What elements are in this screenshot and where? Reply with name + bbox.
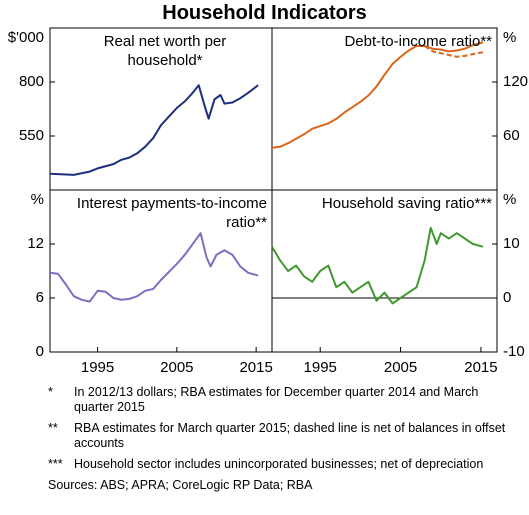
panel-title: Interest payments-to-income ratio** bbox=[76, 195, 267, 231]
note-marker: *** bbox=[48, 457, 63, 471]
note: *** Household sector includes unincorpora… bbox=[48, 457, 518, 472]
note-text: RBA estimates for March quarter 2015; da… bbox=[74, 421, 506, 450]
note: ** RBA estimates for March quarter 2015; … bbox=[48, 421, 518, 451]
sources: Sources: ABS; APRA; CoreLogic RP Data; R… bbox=[48, 478, 313, 492]
y-tick-label: 60 bbox=[503, 127, 520, 144]
series-line bbox=[271, 226, 484, 305]
y-tick-label: 12 bbox=[27, 235, 44, 252]
x-tick-label: 2005 bbox=[160, 359, 193, 372]
note-marker: * bbox=[48, 385, 53, 399]
y-tick-label: 0 bbox=[36, 343, 44, 360]
y-unit: % bbox=[503, 29, 516, 46]
y-tick-label: 6 bbox=[36, 289, 44, 306]
y-tick-label: -10 bbox=[503, 343, 525, 360]
x-tick-label: 2015 bbox=[464, 359, 497, 372]
panel-frame bbox=[271, 189, 498, 353]
note: * In 2012/13 dollars; RBA estimates for D… bbox=[48, 385, 518, 415]
note-text: In 2012/13 dollars; RBA estimates for De… bbox=[74, 385, 479, 414]
y-tick-label: 550 bbox=[19, 127, 44, 144]
chart-title: Household Indicators bbox=[162, 2, 367, 24]
y-tick-label: 800 bbox=[19, 73, 44, 90]
panel-title: Household saving ratio*** bbox=[321, 195, 492, 212]
y-unit: $'000 bbox=[8, 29, 44, 46]
note-marker: ** bbox=[48, 421, 58, 435]
notes: * In 2012/13 dollars; RBA estimates for D… bbox=[48, 385, 518, 493]
series-line bbox=[49, 232, 259, 303]
y-tick-label: 120 bbox=[503, 73, 528, 90]
series-line bbox=[49, 84, 259, 176]
series-line bbox=[424, 45, 484, 58]
y-tick-label: 10 bbox=[503, 235, 520, 252]
x-tick-label: 2015 bbox=[239, 359, 272, 372]
note-text: Household sector includes unincorporated… bbox=[74, 457, 484, 471]
panel-frame bbox=[271, 27, 498, 191]
x-tick-label: 1995 bbox=[304, 359, 337, 372]
x-tick-label: 2005 bbox=[384, 359, 417, 372]
panel-title: Real net worth per household* bbox=[103, 33, 227, 69]
series-line bbox=[271, 41, 484, 149]
x-tick-label: 1995 bbox=[81, 359, 114, 372]
y-tick-label: 0 bbox=[503, 289, 511, 306]
y-unit: % bbox=[31, 191, 44, 208]
panel-title: Debt-to-income ratio** bbox=[344, 33, 492, 50]
y-unit: % bbox=[503, 191, 516, 208]
chart: $'000 550 800% 60 120% 0 6 12 1995 2005 2015% -10 0 1… bbox=[8, 27, 528, 372]
